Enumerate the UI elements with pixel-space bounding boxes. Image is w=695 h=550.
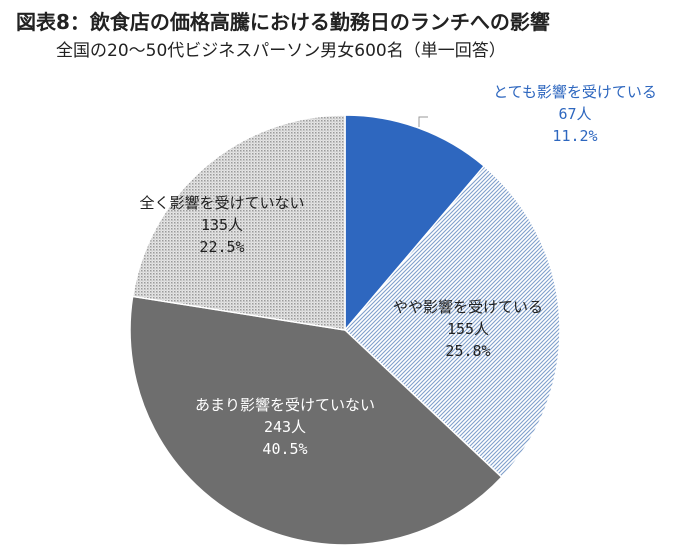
chart-subtitle: 全国の20～50代ビジネスパーソン男女600名（単一回答）	[56, 41, 506, 61]
slice-label: 全く影響を受けていない	[139, 194, 304, 212]
leader-line	[418, 116, 428, 127]
slice-count: 135人	[201, 216, 243, 234]
slice-percent: 11.2%	[552, 127, 597, 145]
pie-slice	[343, 165, 561, 479]
pie-slice	[129, 295, 503, 546]
slice-percent: 22.5%	[199, 238, 244, 256]
chart-title: 図表8：飲食店の価格高騰における勤務日のランチへの影響	[16, 10, 550, 34]
slice-percent: 40.5%	[262, 440, 307, 458]
pie-slice	[131, 114, 346, 331]
slice-label: とても影響を受けている	[493, 83, 657, 101]
slice-label: あまり影響を受けていない	[195, 396, 375, 414]
slice-count: 67人	[558, 105, 591, 123]
slice-label: やや影響を受けている	[393, 298, 543, 316]
pie-slice	[344, 114, 486, 333]
slice-count: 155人	[447, 320, 489, 338]
slice-percent: 25.8%	[445, 342, 490, 360]
slice-count: 243人	[264, 418, 306, 436]
